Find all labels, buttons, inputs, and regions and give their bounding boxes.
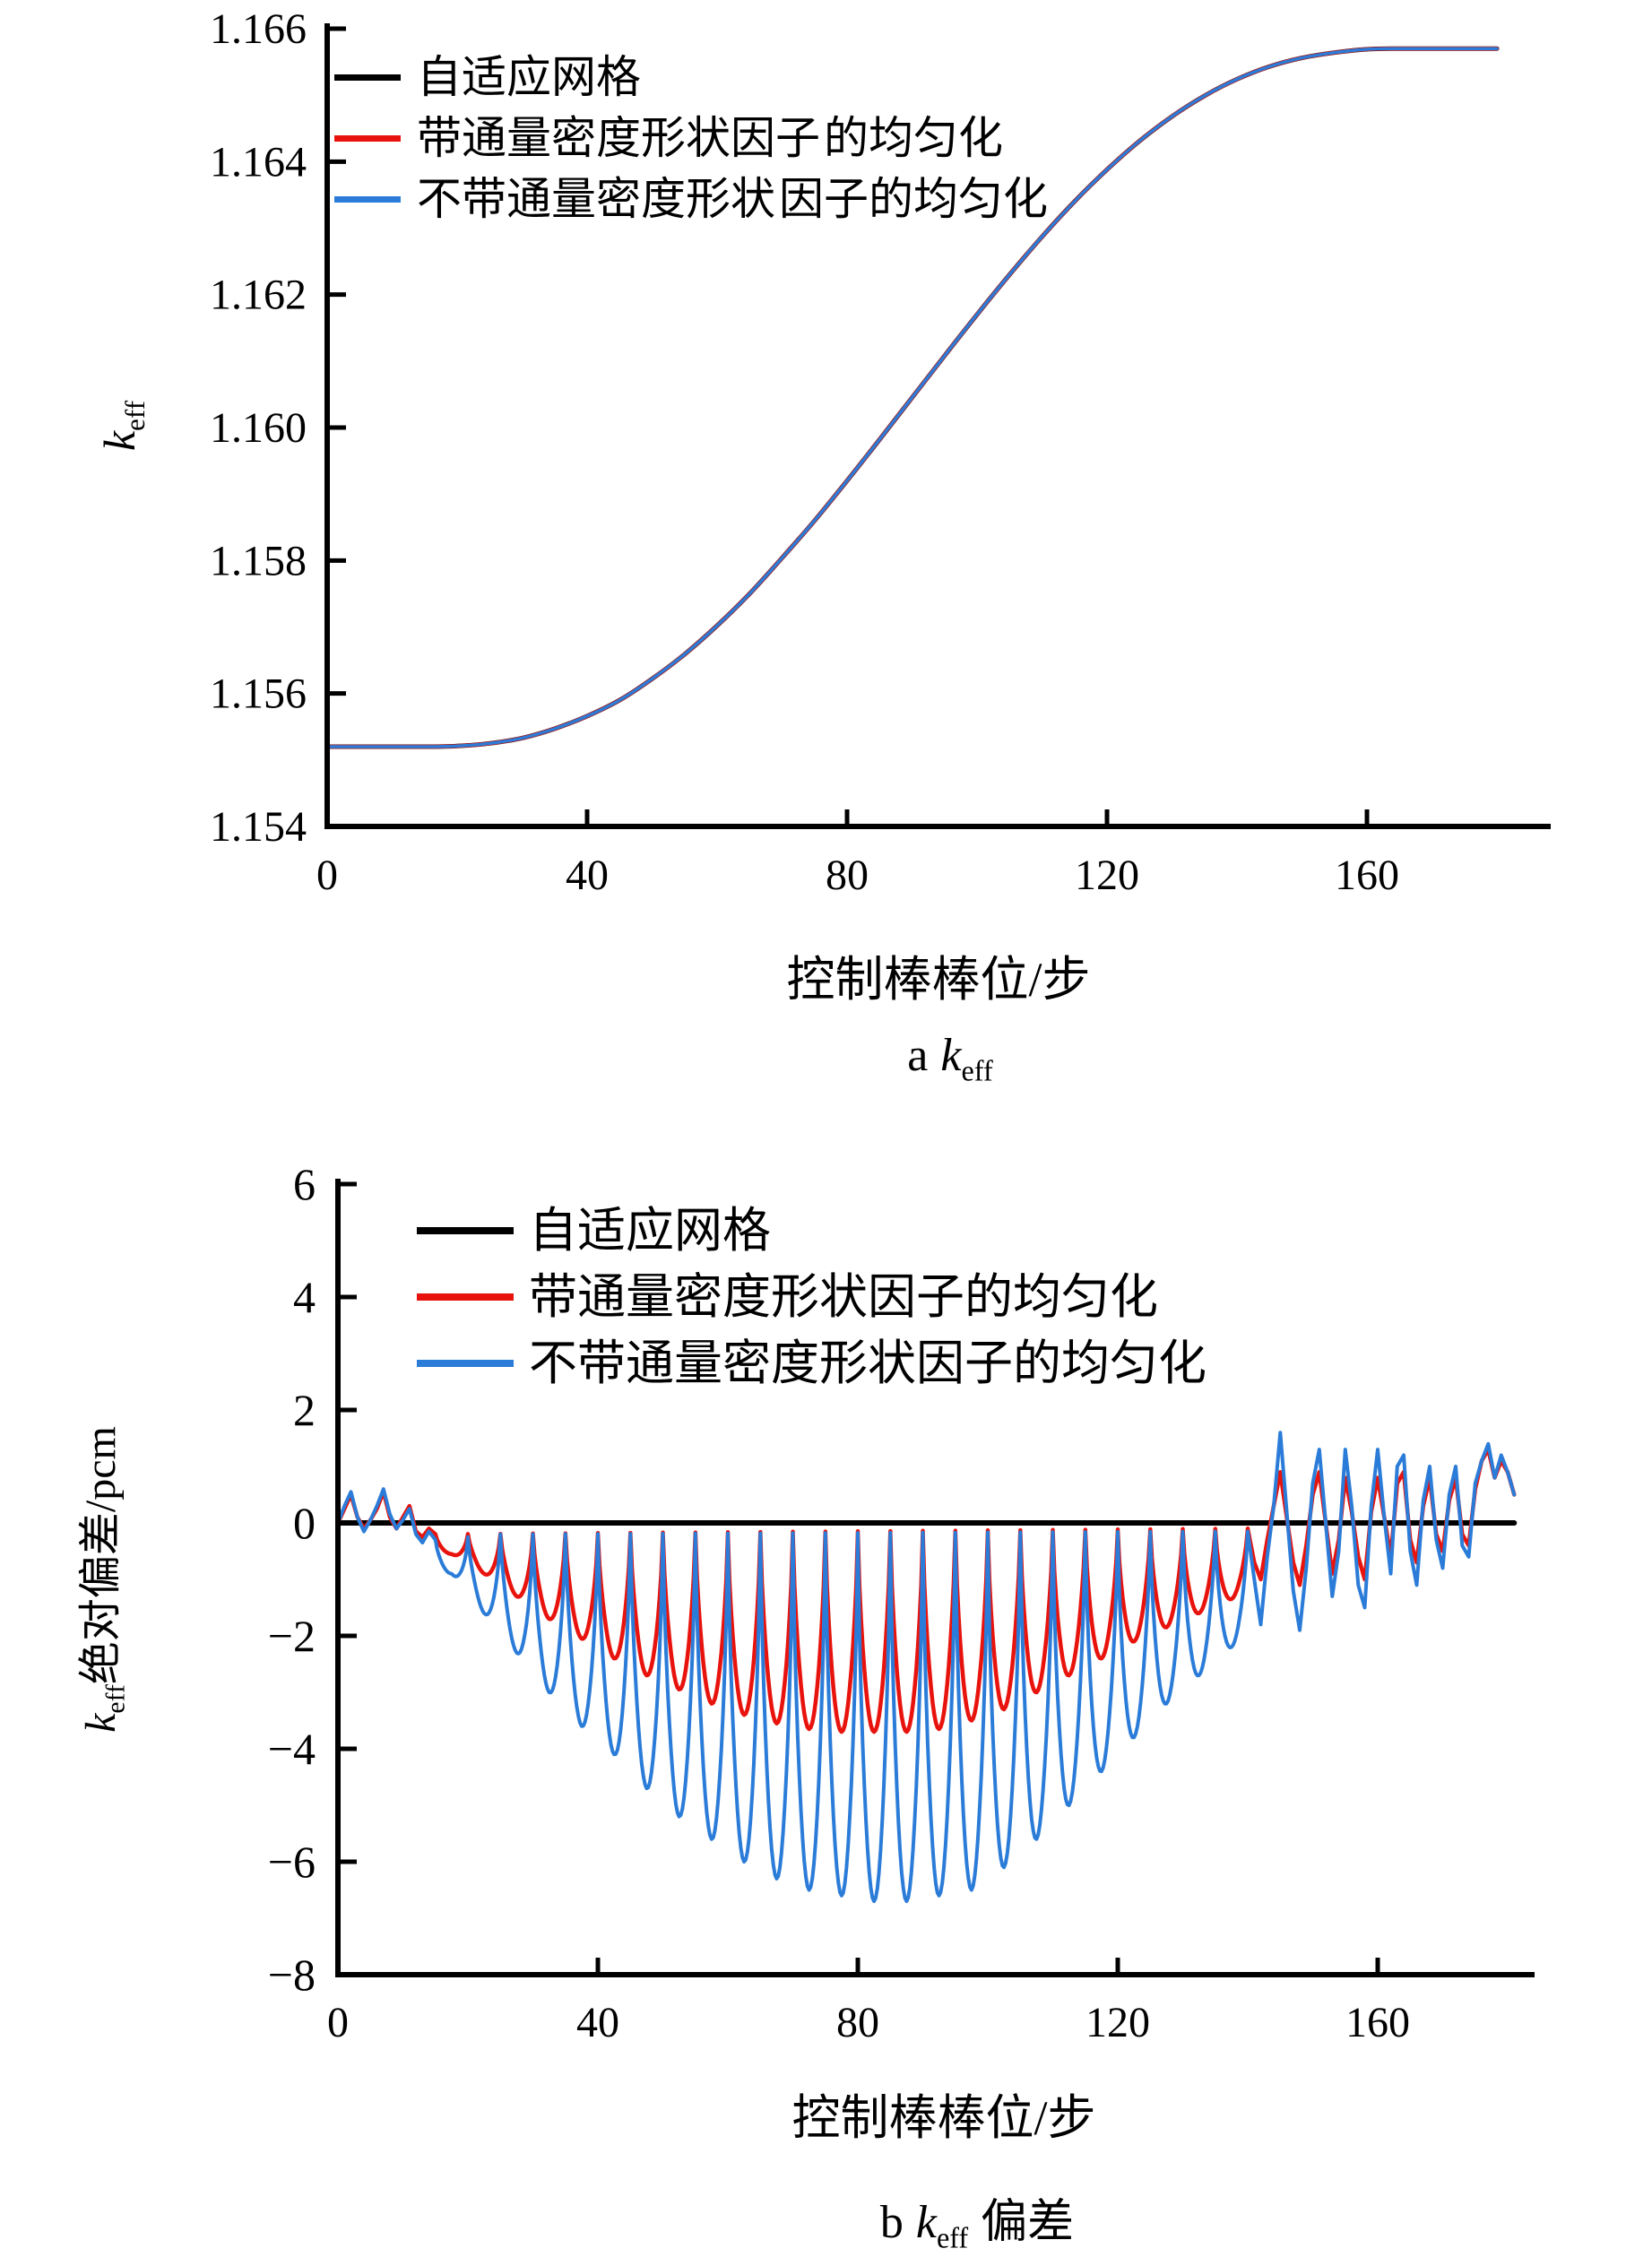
panel-a-x-tick-label: 80 [826,852,869,899]
panel-a-y-axis-title: keff [94,400,151,452]
panel-b-y-axis-title: keff绝对偏差/pcm [77,1426,131,1733]
panel-b-y-tick-label: 4 [293,1272,316,1322]
legend-label: 不带通量密度形状因子的均匀化 [529,1336,1207,1390]
legend-item-adaptive-mesh: 自适应网格 [334,47,1048,108]
panel-b-x-tick-label: 80 [836,1999,879,2046]
panel-a-y-tick-label: 1.160 [210,404,307,452]
panel-b-y-tick-label: 2 [293,1385,316,1435]
legend-line-swatch-black [417,1227,514,1234]
panel-b-y-tick-label: 6 [293,1159,316,1209]
panel-a-y-tick-label: 1.156 [210,670,307,718]
panel-a-y-tick-label: 1.166 [210,5,307,53]
panel-b-x-tick-label: 160 [1345,1999,1410,2046]
panel-b-caption: b keff 偏差 [879,2197,1075,2254]
legend-label: 自适应网格 [417,52,641,102]
panel-a-y-tick-label: 1.154 [210,803,307,851]
legend-label: 带通量密度形状因子的均匀化 [529,1270,1158,1324]
legend-label: 带通量密度形状因子 [417,113,820,163]
legend-label: 不带通量密度形状 [417,174,775,224]
panel-b-y-tick-label: 0 [293,1498,316,1548]
panel-b-curve-2 [336,1431,1517,1904]
legend-line-swatch-blue [334,196,401,203]
legend-item-without-form-factor: 不带通量密度形状因子的均匀化 [417,1330,1207,1397]
panel-a-x-tick-label: 120 [1075,852,1139,899]
panel-b-legend: 自适应网格 带通量密度形状因子的均匀化 不带通量密度形状因子的均匀化 [417,1198,1207,1397]
panel-a-x-tick-label: 160 [1335,852,1399,899]
legend-label: 因子的均匀化 [779,174,1048,224]
legend-line-swatch-black [334,74,401,81]
panel-a-legend: 自适应网格 带通量密度形状因子 的均匀化 不带通量密度形状 因子的均匀化 [334,47,1048,229]
panel-a-y-tick-label: 1.158 [210,537,307,584]
panel-b-y-tick-label: −6 [268,1837,316,1887]
panel-a-y-tick-label: 1.162 [210,272,307,319]
panel-b-y-tick-label: −4 [268,1724,316,1774]
panel-b-x-tick-label: 40 [576,1999,619,2046]
panel-b-x-tick-label: 120 [1085,1999,1150,2046]
legend-label: 的均匀化 [824,113,1003,163]
legend-label: 自适应网格 [529,1204,771,1258]
panel-a-caption: a keff [907,1030,993,1087]
panel-a-x-axis-title: 控制棒棒位/步 [786,953,1091,1007]
legend-item-adaptive-mesh: 自适应网格 [417,1198,1207,1264]
legend-line-swatch-red [334,135,401,142]
panel-b-curve-1 [335,1447,1517,1734]
legend-item-with-form-factor: 带通量密度形状因子的均匀化 [417,1264,1207,1330]
panel-b-x-tick-label: 0 [327,1999,349,2046]
panel-a-x-tick-label: 40 [566,852,609,899]
legend-item-with-form-factor: 带通量密度形状因子 的均匀化 [334,108,1048,169]
panel-b-y-tick-label: −8 [268,1950,316,2000]
legend-line-swatch-red [417,1293,514,1301]
panel-b-y-tick-label: −2 [268,1611,316,1661]
legend-item-without-form-factor: 不带通量密度形状 因子的均匀化 [334,169,1048,229]
panel-a-y-tick-label: 1.164 [210,138,307,186]
panel-a-curve-2 [325,47,1499,748]
legend-line-swatch-blue [417,1360,514,1367]
panel-b-x-axis-title: 控制棒棒位/步 [791,2091,1096,2145]
panel-a-x-tick-label: 0 [316,852,338,899]
